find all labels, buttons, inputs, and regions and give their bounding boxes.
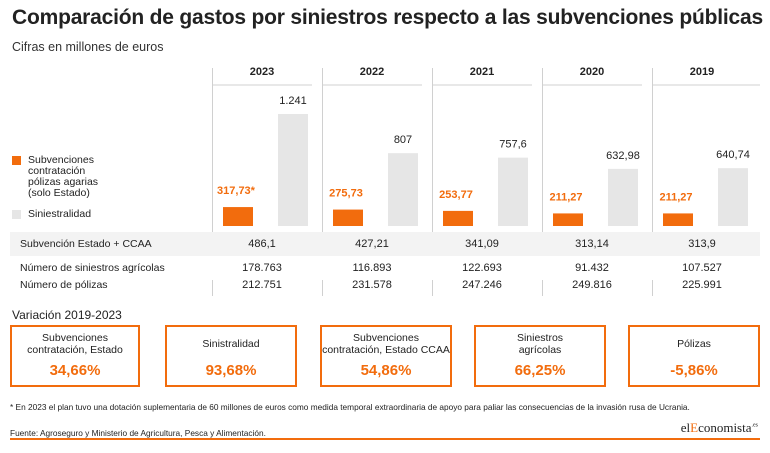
chart-title: Comparación de gastos por siniestros res…: [12, 6, 763, 29]
bar-siniestralidad-2021: [498, 157, 528, 226]
box-label: contratación, Estado CCAA: [322, 344, 450, 356]
bar-subvenciones-2022: [333, 209, 363, 226]
year-header-2020: 2020: [579, 66, 605, 78]
table-cell: 249.816: [572, 279, 612, 291]
data-label-siniestralidad-2021: 757,6: [499, 139, 527, 151]
table-row: Subvención Estado + CCAA 486,1 427,21 34…: [10, 232, 760, 256]
table-cell: 91.432: [575, 262, 609, 274]
variation-box-siniestros-agricolas: Siniestros agrícolas 66,25%: [474, 325, 606, 387]
box-label: agrícolas: [518, 344, 562, 356]
data-label-subvenciones-2023: 317,73*: [217, 185, 256, 197]
box-label: Siniestros: [516, 332, 564, 344]
column-separator: [322, 68, 323, 296]
table-cell: 107.527: [682, 262, 722, 274]
data-label-siniestralidad-2022: 807: [394, 134, 412, 146]
column-separator: [432, 68, 433, 296]
bar-siniestralidad-2023: [278, 114, 308, 226]
bar-chart: 317,73* 1.241 275,73 807 253,77 757,6 211,27 63…: [217, 95, 750, 226]
bar-siniestralidad-2022: [388, 153, 418, 226]
data-label-siniestralidad-2023: 1.241: [279, 95, 307, 107]
column-separator: [542, 68, 543, 296]
legend-swatch-siniestralidad: [12, 210, 21, 219]
table-cell: 427,21: [355, 238, 389, 250]
table-cell: 247.246: [462, 279, 502, 291]
bar-subvenciones-2020: [553, 213, 583, 226]
table-cell: 231.578: [352, 279, 392, 291]
box-label: Sinistralidad: [202, 338, 260, 350]
bar-subvenciones-2023: [223, 207, 253, 226]
bottom-rule: [10, 438, 760, 440]
legend-label-siniestralidad: Siniestralidad: [28, 208, 92, 220]
data-label-subvenciones-2019: 211,27: [659, 191, 692, 203]
year-underline: [652, 84, 760, 86]
bar-siniestralidad-2019: [718, 168, 748, 226]
data-label-siniestralidad-2019: 640,74: [716, 149, 750, 161]
box-value: -5,86%: [670, 362, 718, 379]
data-label-subvenciones-2020: 211,27: [549, 191, 582, 203]
legend-swatch-subvenciones: [12, 156, 21, 165]
table-cell: 313,9: [688, 238, 716, 250]
box-label: Pólizas: [677, 338, 711, 350]
variation-box-subvenciones-estado: Subvenciones contratación, Estado 34,66%: [10, 325, 140, 387]
publisher-logo: elEconomista.es: [680, 420, 758, 435]
footnote: * En 2023 el plan tuvo una dotación supl…: [10, 402, 690, 412]
box-label: contratación, Estado: [27, 344, 123, 356]
column-separator: [652, 68, 653, 296]
year-underline: [212, 84, 312, 86]
source-note: Fuente: Agroseguro y Ministerio de Agric…: [10, 428, 266, 438]
year-header-2021: 2021: [469, 66, 495, 78]
bar-siniestralidad-2020: [608, 168, 638, 226]
variation-box-polizas: Pólizas -5,86%: [628, 325, 760, 387]
table-cell: 178.763: [242, 262, 282, 274]
table-cell: 212.751: [242, 279, 282, 291]
year-header-2019: 2019: [689, 66, 715, 78]
table-cell: 313,14: [575, 238, 609, 250]
year-underline: [542, 84, 642, 86]
box-value: 93,68%: [205, 362, 257, 379]
year-underline: [432, 84, 532, 86]
row-label: Número de siniestros agrícolas: [20, 262, 165, 274]
column-separator: [212, 68, 213, 296]
box-value: 66,25%: [514, 362, 566, 379]
box-value: 54,86%: [360, 362, 412, 379]
year-header-2022: 2022: [359, 66, 385, 78]
data-label-subvenciones-2022: 275,73: [329, 188, 363, 200]
variation-box-siniestralidad: Sinistralidad 93,68%: [165, 325, 297, 387]
variation-box-subvenciones-ccaa: Subvenciones contratación, Estado CCAA 5…: [320, 325, 452, 387]
year-underline: [322, 84, 422, 86]
data-label-subvenciones-2021: 253,77: [439, 189, 473, 201]
table-row: Número de pólizas 212.751 231.578 247.24…: [10, 273, 760, 297]
table-cell: 486,1: [248, 238, 276, 250]
box-label: Subvenciones: [42, 332, 108, 344]
table-cell: 341,09: [465, 238, 499, 250]
year-header-2023: 2023: [249, 66, 275, 78]
variation-title: Variación 2019-2023: [12, 308, 122, 322]
table-cell: 122.693: [462, 262, 502, 274]
table-row: Número de siniestros agrícolas 178.763 1…: [10, 256, 760, 280]
chart-subtitle: Cifras en millones de euros: [12, 40, 164, 54]
table-cell: 225.991: [682, 279, 722, 291]
box-value: 34,66%: [49, 362, 101, 379]
bar-subvenciones-2019: [663, 213, 693, 226]
row-label: Subvención Estado + CCAA: [20, 238, 152, 250]
bar-subvenciones-2021: [443, 210, 473, 226]
row-label: Número de pólizas: [20, 279, 108, 291]
data-label-siniestralidad-2020: 632,98: [606, 150, 640, 162]
legend-label-subvenciones: Subvenciones contratación pólizas agaria…: [28, 154, 99, 199]
box-label: Subvenciones: [353, 332, 419, 344]
table-cell: 116.893: [352, 262, 392, 274]
